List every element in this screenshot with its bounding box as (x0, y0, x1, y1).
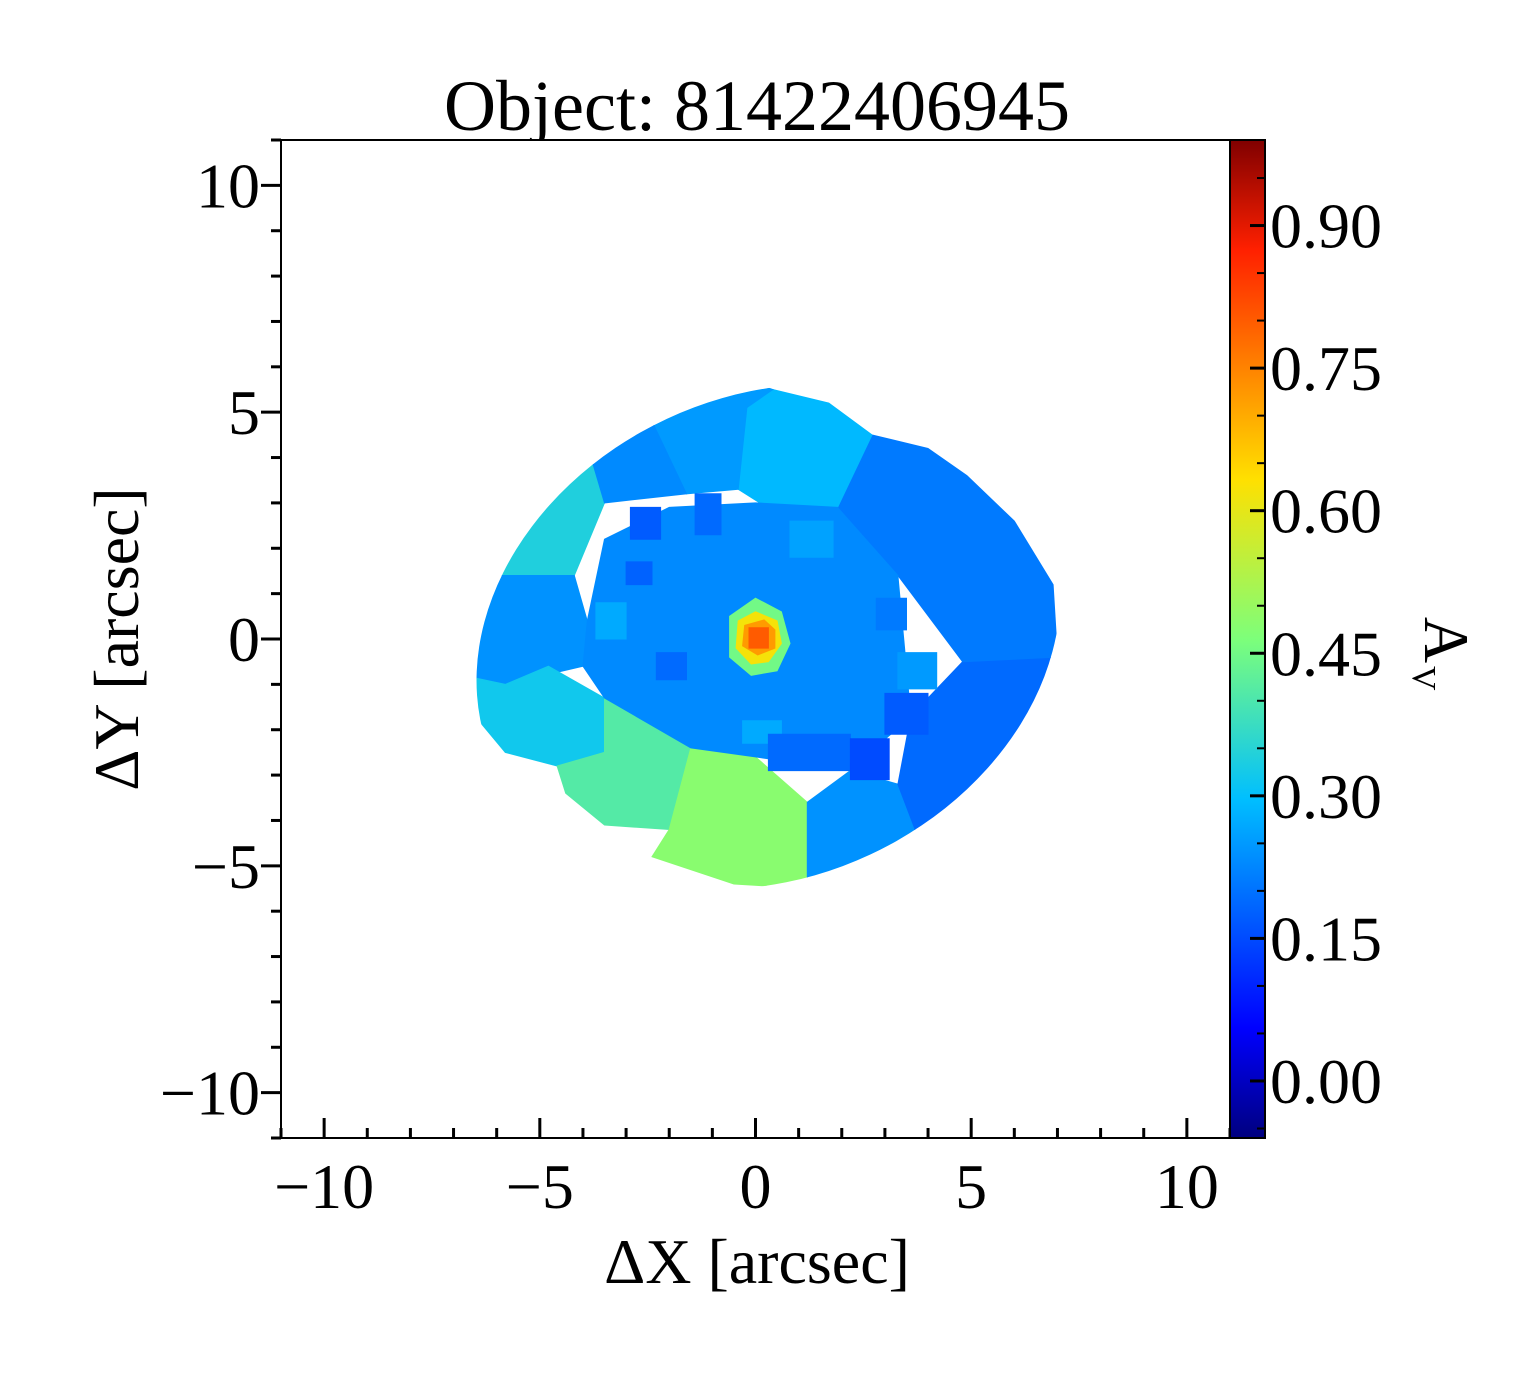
y-axis-label: ΔY [arcsec] (81, 487, 152, 790)
heatmap-bins (453, 375, 1059, 894)
bin-inner-patch (694, 493, 722, 536)
bin-inner-patch (625, 561, 653, 586)
colorbar-label: A V (1405, 617, 1482, 691)
x-axis: −10 −5 0 5 10 (274, 1118, 1232, 1222)
bin-inner-patch (875, 597, 907, 631)
y-tick-label: 5 (228, 377, 260, 448)
y-axis: −10 −5 0 5 10 (160, 138, 281, 1140)
x-axis-label: ΔX [arcsec] (604, 1226, 910, 1297)
y-tick-label: 0 (228, 604, 260, 675)
bin-inner-patch (595, 602, 627, 640)
bin-core (748, 627, 769, 649)
bin-inner-patch (849, 738, 890, 781)
galaxy-region (453, 375, 1059, 894)
colorbar (1230, 140, 1265, 1138)
bin-inner-patch (767, 733, 851, 772)
y-tick-label: −10 (160, 1058, 260, 1129)
colorbar-axis: 0.00 0.15 0.30 0.45 0.60 0.75 0.90 (1250, 177, 1382, 1130)
colorbar-tick-label: 0.75 (1270, 333, 1382, 404)
colorbar-frame (1229, 139, 1266, 1139)
colorbar-tick-label: 0.30 (1270, 761, 1382, 832)
bin-inner-patch (655, 652, 687, 681)
x-tick-label: −5 (506, 1151, 574, 1222)
colorbar-tick-label: 0.15 (1270, 903, 1382, 974)
bin-inner-patch (789, 520, 834, 558)
bin-inner-patch (884, 692, 929, 735)
colorbar-tick-label: 0.90 (1270, 191, 1382, 262)
bin-inner-patch (897, 652, 938, 690)
chart-title: Object: 81422406945 (444, 66, 1070, 146)
x-tick-label: 10 (1155, 1151, 1219, 1222)
colorbar-label-main: A (1411, 617, 1482, 663)
bin-inner-patch (629, 506, 662, 540)
x-tick-label: 0 (740, 1151, 772, 1222)
colorbar-tick-label: 0.60 (1270, 476, 1382, 547)
y-tick-label: 10 (196, 150, 260, 221)
colorbar-tick-label: 0.45 (1270, 618, 1382, 689)
colorbar-label-subscript: V (1405, 666, 1442, 691)
x-tick-label: 5 (955, 1151, 987, 1222)
colorbar-tick-label: 0.00 (1270, 1046, 1382, 1117)
x-tick-label: −10 (274, 1151, 374, 1222)
y-tick-label: −5 (192, 831, 260, 902)
